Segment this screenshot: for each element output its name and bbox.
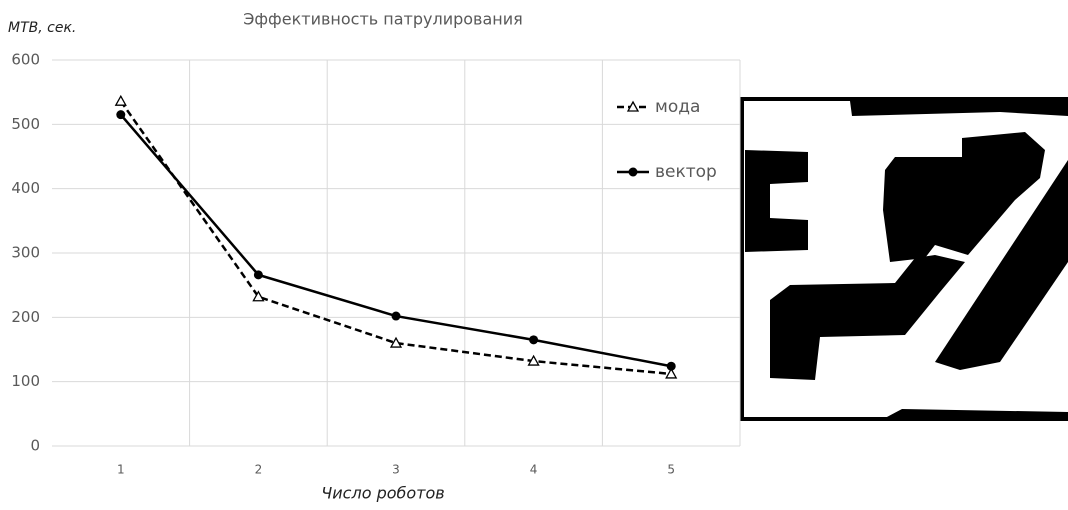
point-marker xyxy=(629,168,638,177)
series xyxy=(116,96,676,378)
legend-label: мода xyxy=(655,97,700,117)
x-tick-label: 1 xyxy=(117,463,125,477)
x-axis-label: Число роботов xyxy=(321,484,444,503)
point-marker xyxy=(116,96,126,105)
y-tick-label: 500 xyxy=(11,115,40,133)
y-tick-label: 0 xyxy=(30,437,40,455)
x-tick-label: 2 xyxy=(255,463,263,477)
x-tick-label: 5 xyxy=(667,463,675,477)
y-tick-label: 200 xyxy=(11,308,40,326)
point-marker xyxy=(116,110,125,119)
point-marker xyxy=(667,362,676,371)
y-axis-label: МТВ, сек. xyxy=(8,20,76,36)
x-tick-label: 4 xyxy=(530,463,538,477)
y-tick-label: 300 xyxy=(11,244,40,262)
legend-label: вектор xyxy=(655,162,717,182)
x-tick-label: 3 xyxy=(392,463,400,477)
series xyxy=(116,110,675,371)
chart-title: Эффективность патрулирования xyxy=(243,10,523,29)
y-tick-label: 400 xyxy=(11,179,40,197)
point-marker xyxy=(392,312,401,321)
series-line xyxy=(121,115,671,367)
map-image xyxy=(742,99,1068,419)
page: Эффективность патрулирования МТВ, сек. Ч… xyxy=(0,0,1068,510)
point-marker xyxy=(254,270,263,279)
y-tick-label: 600 xyxy=(11,51,40,69)
y-tick-label: 100 xyxy=(11,372,40,390)
series-line xyxy=(121,101,671,374)
point-marker xyxy=(529,335,538,344)
